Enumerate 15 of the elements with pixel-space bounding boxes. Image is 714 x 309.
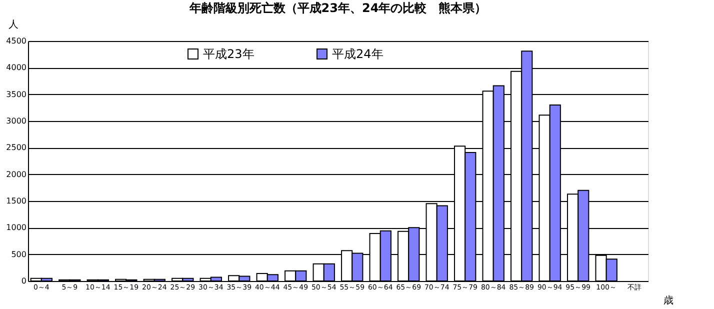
y-tick-label: 2500 [6, 143, 26, 152]
y-tick-label: 1000 [6, 223, 26, 232]
y-tick-label: 4500 [6, 36, 26, 46]
x-axis-title: 歳 [664, 294, 674, 306]
chart-title: 年齢階級別死亡数（平成23年、24年の比較 熊本県） [188, 1, 487, 15]
y-tick-label: 0 [21, 276, 26, 286]
y-tick-label: 2000 [6, 170, 26, 179]
y-tick-label: 1500 [6, 196, 26, 206]
y-tick-label: 3000 [6, 116, 26, 126]
y-tick-label: 500 [11, 250, 26, 259]
legend-label: 平成24年 [332, 47, 384, 61]
y-tick-label: 3500 [6, 90, 26, 99]
y-tick-label: 4000 [6, 63, 26, 72]
y-axis-title: 人 [8, 20, 18, 30]
legend-label: 平成23年 [203, 47, 254, 61]
